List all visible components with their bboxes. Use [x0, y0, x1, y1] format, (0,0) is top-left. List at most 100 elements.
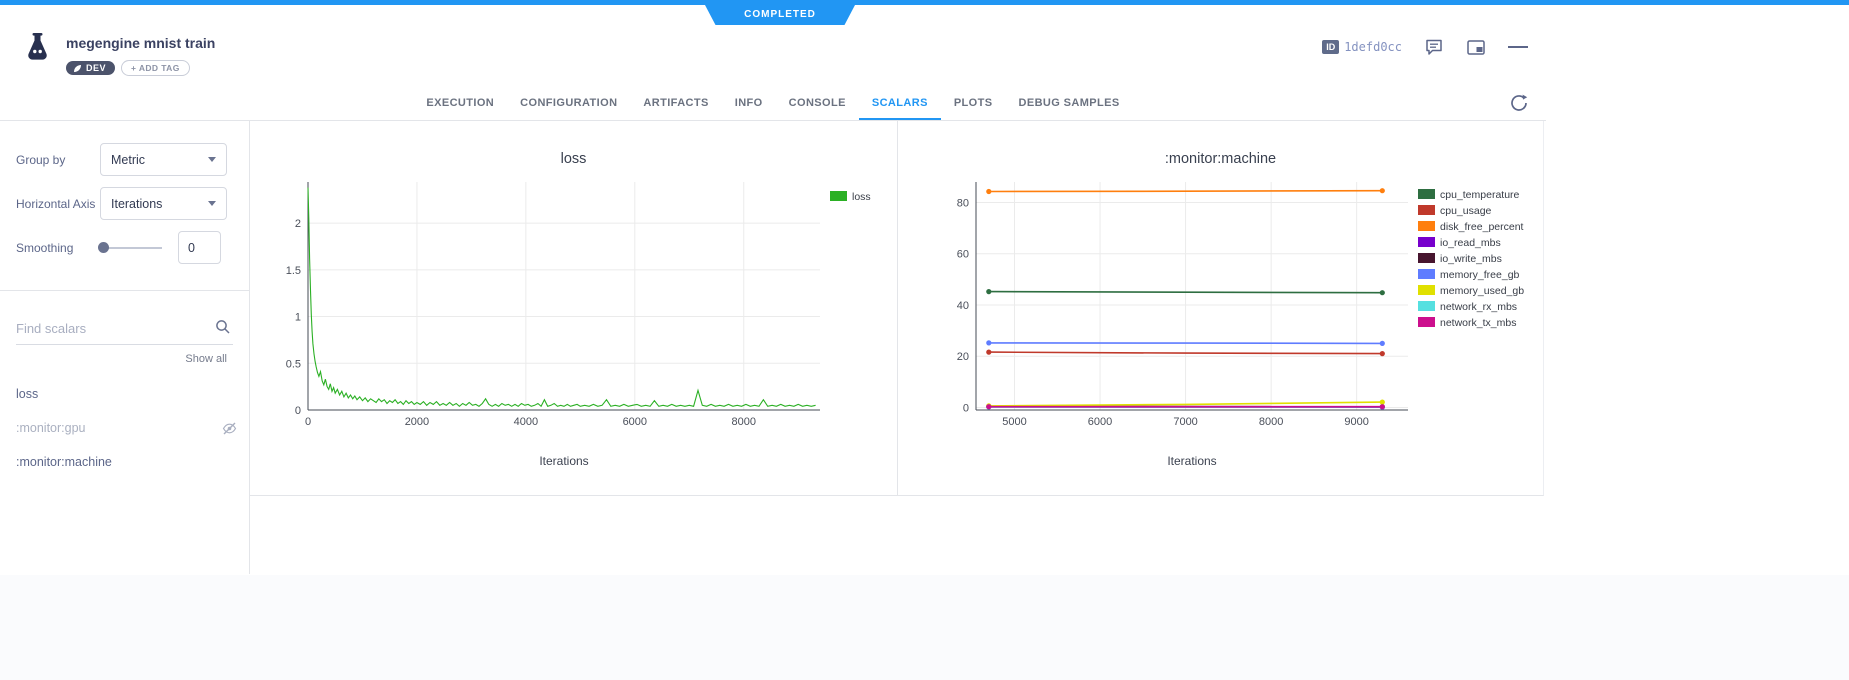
- loss-chart[interactable]: 0 2000 4000 6000 8000 0 0.5 1 1.5 2 loss Iterations: [250, 173, 897, 473]
- charts-area: loss 0 2000 4000 6000 8000 0 0.5 1 1.5 2 loss Itera…: [250, 121, 1544, 496]
- legend-label: io_write_mbs: [1440, 253, 1502, 265]
- tab-configuration[interactable]: CONFIGURATION: [520, 97, 618, 109]
- comment-icon: [1426, 39, 1442, 55]
- tab-debug-samples[interactable]: DEBUG SAMPLES: [1018, 97, 1120, 109]
- y-tick-label: 0: [295, 405, 301, 417]
- legend-item-network_rx_mbs[interactable]: network_rx_mbs: [1418, 301, 1517, 313]
- legend-label: disk_free_percent: [1440, 221, 1524, 233]
- find-scalars-input[interactable]: [16, 317, 233, 345]
- tag-dev[interactable]: DEV: [66, 61, 116, 75]
- legend-item-network_tx_mbs[interactable]: network_tx_mbs: [1418, 317, 1516, 329]
- metric-item-monitor-machine[interactable]: :monitor:machine: [16, 455, 112, 469]
- search-icon[interactable]: [215, 319, 231, 340]
- x-tick-label: 6000: [1088, 416, 1112, 428]
- legend-item-io_read_mbs[interactable]: io_read_mbs: [1418, 237, 1501, 249]
- machine-chart[interactable]: 5000 6000 7000 8000 9000 0 20 40 60 80 cpu_tempera…: [898, 173, 1544, 473]
- legend-item-cpu_usage[interactable]: cpu_usage: [1418, 205, 1492, 217]
- y-tick-label: 80: [957, 197, 969, 209]
- group-by-row: Group by Metric: [16, 143, 249, 176]
- sidebar: Group by Metric Horizontal Axis Iteratio…: [0, 121, 250, 574]
- tab-info[interactable]: INFO: [734, 97, 763, 109]
- chevron-down-icon: [208, 201, 216, 206]
- legend-label: network_tx_mbs: [1440, 317, 1516, 329]
- id-value[interactable]: 1defd0cc: [1344, 40, 1402, 54]
- group-by-label: Group by: [16, 152, 66, 167]
- tab-plots[interactable]: PLOTS: [953, 97, 993, 109]
- tab-console[interactable]: CONSOLE: [788, 97, 846, 109]
- menu-button[interactable]: [1508, 37, 1529, 57]
- header: megengine mnist train DEV + ADD TAG ID 1…: [0, 5, 1546, 88]
- show-all-link[interactable]: Show all: [185, 353, 227, 365]
- tabs-bar: EXECUTION CONFIGURATION ARTIFACTS INFO C…: [0, 88, 1546, 121]
- y-tick-label: 1.5: [286, 265, 301, 277]
- legend-item-loss[interactable]: loss: [830, 191, 871, 203]
- x-tick-label: 5000: [1002, 416, 1026, 428]
- x-tick-label: 9000: [1344, 416, 1368, 428]
- machine-chart-title: :monitor:machine: [1164, 151, 1277, 167]
- eye-off-icon[interactable]: [222, 422, 237, 435]
- legend-swatch: [1418, 205, 1435, 215]
- horizontal-axis-label: Horizontal Axis: [16, 196, 96, 211]
- y-tick-label: 40: [957, 300, 969, 312]
- legend-label: cpu_temperature: [1440, 189, 1520, 201]
- series-line-loss: [307, 187, 816, 408]
- y-tick-label: 0.5: [286, 358, 301, 370]
- x-tick-label: 6000: [623, 416, 647, 428]
- metric-item-monitor-gpu[interactable]: :monitor:gpu: [0, 411, 249, 445]
- tab-artifacts[interactable]: ARTIFACTS: [643, 97, 709, 109]
- legend-label: network_rx_mbs: [1440, 301, 1517, 313]
- smoothing-row: Smoothing: [16, 231, 249, 264]
- horizontal-axis-select[interactable]: Iterations: [100, 187, 227, 220]
- legend-item-memory_used_gb[interactable]: memory_used_gb: [1418, 285, 1524, 297]
- smoothing-input[interactable]: [178, 231, 221, 264]
- tab-execution[interactable]: EXECUTION: [426, 97, 495, 109]
- page-title: megengine mnist train: [66, 35, 216, 51]
- content-row: Group by Metric Horizontal Axis Iteratio…: [0, 121, 1546, 574]
- series-marker-cpu_temperature: [1379, 290, 1385, 296]
- x-tick-label: 2000: [405, 416, 429, 428]
- x-axis-label: Iterations: [1167, 454, 1216, 468]
- x-tick-label: 7000: [1173, 416, 1197, 428]
- loss-chart-title: loss: [560, 151, 587, 167]
- legend-swatch: [1418, 269, 1435, 279]
- legend-item-cpu_temperature[interactable]: cpu_temperature: [1418, 189, 1520, 201]
- legend-swatch: [1418, 253, 1435, 263]
- legend-label: memory_free_gb: [1440, 269, 1520, 281]
- legend-item-memory_free_gb[interactable]: memory_free_gb: [1418, 269, 1520, 281]
- smoothing-label: Smoothing: [16, 240, 74, 255]
- series-line-disk_free_percent: [988, 189, 1383, 193]
- footer-background: [0, 575, 1849, 680]
- legend-label: memory_used_gb: [1440, 285, 1524, 297]
- series-line-memory_used_gb: [988, 401, 1383, 407]
- legend-swatch: [1418, 189, 1435, 199]
- add-tag-button[interactable]: + ADD TAG: [121, 60, 190, 76]
- tab-scalars[interactable]: SCALARS: [858, 88, 941, 120]
- header-right: ID 1defd0cc: [1322, 37, 1529, 57]
- details-panel-button[interactable]: [1466, 37, 1486, 57]
- legend-item-disk_free_percent[interactable]: disk_free_percent: [1418, 221, 1524, 233]
- series-marker-cpu_usage: [986, 349, 992, 355]
- x-tick-label: 8000: [1259, 416, 1283, 428]
- sidebar-divider: [0, 290, 249, 291]
- find-scalars-block: [16, 317, 233, 345]
- group-by-select[interactable]: Metric: [100, 143, 227, 176]
- legend-swatch: [1418, 221, 1435, 231]
- top-accent-bar: [0, 0, 1849, 5]
- metric-item-loss[interactable]: loss: [16, 387, 39, 401]
- legend-swatch: [1418, 317, 1435, 327]
- series-marker-network_tx_mbs: [1379, 404, 1385, 410]
- series-line-memory_free_gb: [988, 342, 1383, 345]
- legend-item-io_write_mbs[interactable]: io_write_mbs: [1418, 253, 1502, 265]
- status-ribbon: COMPLETED: [705, 5, 855, 25]
- smoothing-slider-knob[interactable]: [98, 241, 109, 253]
- refresh-button[interactable]: [1508, 92, 1532, 116]
- panel-layout-icon: [1467, 39, 1485, 55]
- chart-panel-monitor-machine: :monitor:machine 5000 6000 7000 8000 9000 0 20…: [897, 121, 1543, 495]
- smoothing-slider[interactable]: [98, 241, 162, 253]
- legend-label: loss: [852, 191, 871, 203]
- series-marker-cpu_usage: [1379, 351, 1385, 357]
- id-badge: ID 1defd0cc: [1322, 40, 1402, 54]
- x-tick-label: 4000: [514, 416, 538, 428]
- comments-button[interactable]: [1424, 37, 1444, 57]
- legend-label: io_read_mbs: [1440, 237, 1501, 249]
